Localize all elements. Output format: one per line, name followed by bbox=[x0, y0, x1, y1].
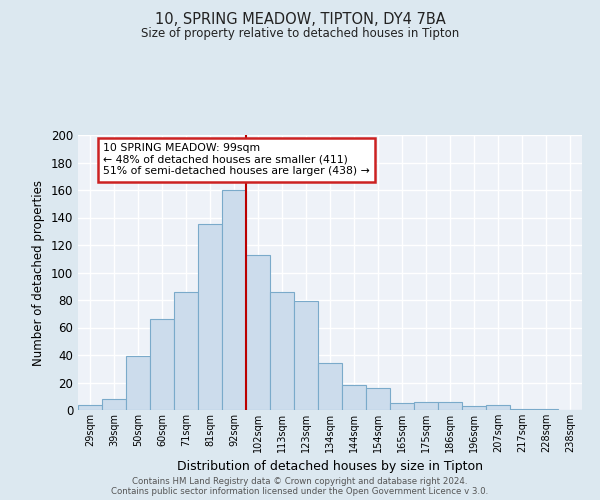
Bar bbox=[390, 403, 414, 410]
Bar bbox=[462, 406, 486, 410]
Text: Size of property relative to detached houses in Tipton: Size of property relative to detached ho… bbox=[141, 28, 459, 40]
Bar bbox=[366, 388, 390, 410]
Bar bbox=[318, 363, 342, 410]
Text: 10 SPRING MEADOW: 99sqm
← 48% of detached houses are smaller (411)
51% of semi-d: 10 SPRING MEADOW: 99sqm ← 48% of detache… bbox=[103, 143, 370, 176]
Bar bbox=[438, 402, 462, 410]
Bar bbox=[246, 254, 270, 410]
Bar bbox=[294, 302, 318, 410]
Bar bbox=[102, 399, 126, 410]
Y-axis label: Number of detached properties: Number of detached properties bbox=[32, 180, 45, 366]
Text: 10, SPRING MEADOW, TIPTON, DY4 7BA: 10, SPRING MEADOW, TIPTON, DY4 7BA bbox=[155, 12, 445, 28]
Bar bbox=[174, 292, 198, 410]
X-axis label: Distribution of detached houses by size in Tipton: Distribution of detached houses by size … bbox=[177, 460, 483, 473]
Bar bbox=[342, 385, 366, 410]
Bar bbox=[78, 404, 102, 410]
Bar bbox=[510, 408, 534, 410]
Text: Contains public sector information licensed under the Open Government Licence v : Contains public sector information licen… bbox=[112, 488, 488, 496]
Bar bbox=[150, 320, 174, 410]
Bar bbox=[126, 356, 150, 410]
Bar bbox=[270, 292, 294, 410]
Bar bbox=[198, 224, 222, 410]
Text: Contains HM Land Registry data © Crown copyright and database right 2024.: Contains HM Land Registry data © Crown c… bbox=[132, 478, 468, 486]
Bar bbox=[534, 408, 558, 410]
Bar bbox=[486, 404, 510, 410]
Bar bbox=[414, 402, 438, 410]
Bar bbox=[222, 190, 246, 410]
